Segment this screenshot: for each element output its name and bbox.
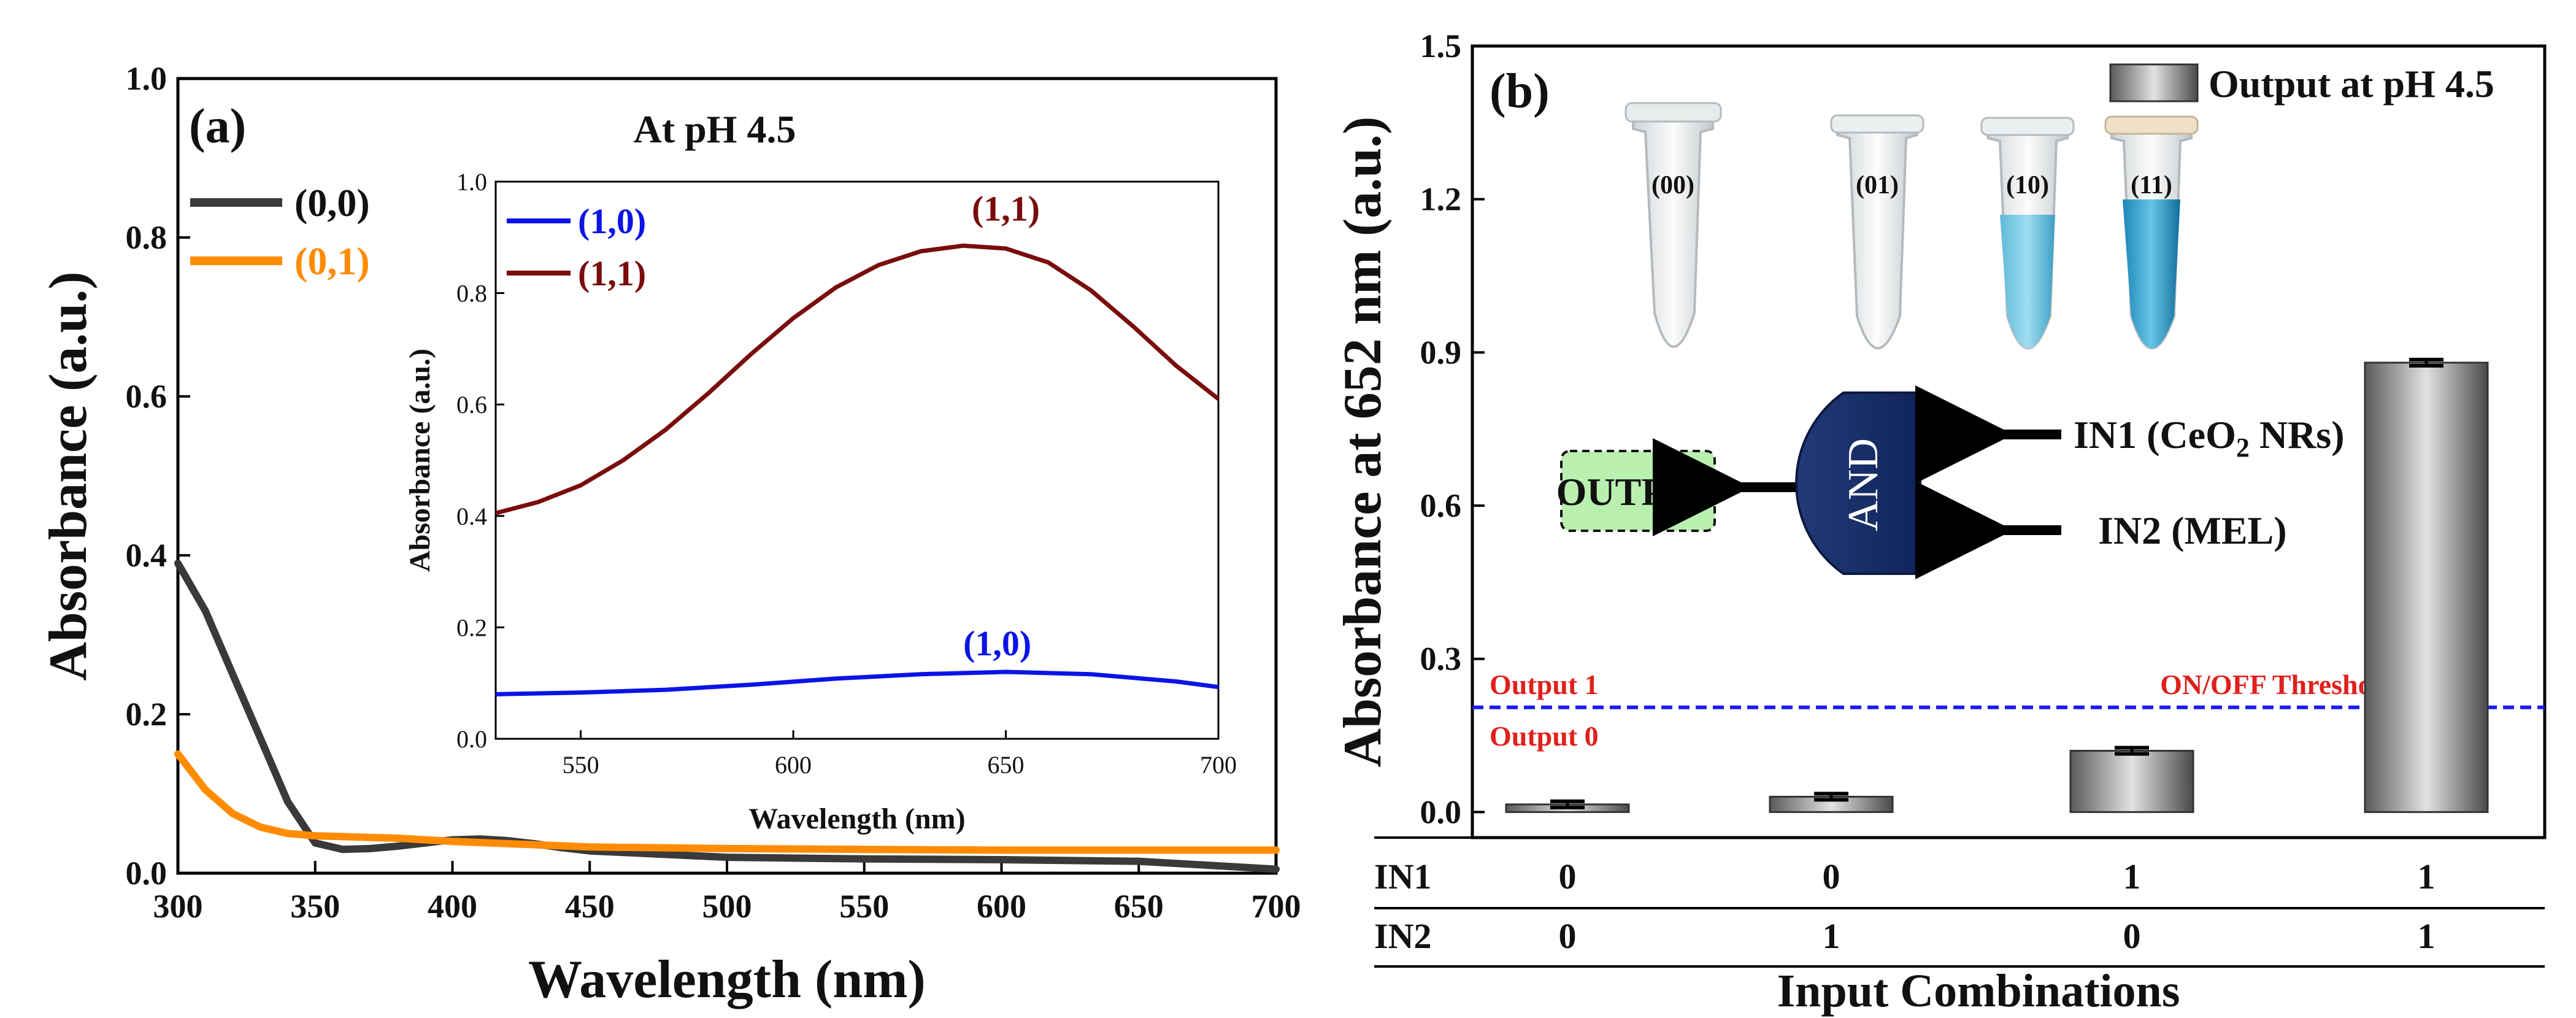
panel-a-series-line-1 [174, 750, 1280, 854]
inset-series-line-1 [495, 243, 1220, 515]
panel-b-y-tick-label: 1.2 [1420, 181, 1462, 218]
panel-b-y-tick-label: 0.6 [1420, 487, 1462, 524]
panel-a-y-tick-label: 0.6 [126, 378, 167, 415]
inset-x-tick-label: 700 [1200, 751, 1237, 779]
panel-a-x-tick-label: 450 [565, 888, 615, 925]
panel-a-series-group [174, 560, 1280, 873]
panel-a-x-tick-label: 600 [977, 888, 1026, 925]
inset-y-tick-label: 0.2 [456, 614, 487, 641]
panel-a-y-tick-label: 0.4 [126, 537, 167, 574]
inset-series-group [495, 243, 1220, 696]
tube-11: (11) [2104, 115, 2199, 350]
inset-y-tick-label: 0.8 [456, 280, 487, 307]
panel-a-y-tick-label: 0.0 [126, 855, 167, 892]
output-label: OUTPUT [1556, 470, 1720, 514]
input-row-value: 0 [1559, 916, 1577, 956]
panel-a-y-axis-title: Absorbance (a.u.) [39, 271, 98, 681]
tube-10: (10) [1980, 117, 2075, 350]
panel-a-x-tick-label: 700 [1251, 888, 1301, 925]
tube-00: (00) [1624, 102, 1722, 348]
threshold-output0-label: Output 0 [1490, 720, 1599, 752]
panel-b-y-ticks: 0.0 0.3 0.6 0.9 1.2 1.5 [1420, 28, 1485, 830]
legend-label-output: Output at pH 4.5 [2209, 62, 2494, 106]
inset-x-tick-label: 600 [775, 751, 812, 779]
legend-label-00: (0,0) [294, 181, 370, 225]
panel-b-y-tick-label: 0.9 [1420, 334, 1462, 371]
bar-3 [2364, 361, 2489, 813]
input-row-label: IN2 [1374, 916, 1431, 956]
panel-a-title: At pH 4.5 [634, 107, 796, 151]
tube-label-00: (00) [1651, 171, 1694, 199]
panel-b-label: (b) [1490, 64, 1550, 118]
inset-y-tick-label: 1.0 [456, 168, 487, 196]
inset-y-tick-label: 0.6 [456, 391, 487, 418]
legend-label-01: (0,1) [294, 239, 370, 283]
panel-a-y-ticks: 0.0 0.2 0.4 0.6 0.8 1.0 [126, 60, 190, 892]
panel-a-label: (a) [189, 99, 246, 153]
inset-y-tick-label: 0.0 [456, 725, 487, 753]
inset-chart: 550 600 650 700 0.0 0.2 0.4 0.6 0.8 1.0 Waveleng… [404, 168, 1237, 835]
inset-x-tick-label: 650 [988, 751, 1025, 779]
panel-a-y-tick-label: 0.8 [126, 219, 167, 256]
legend-swatch-bar [2109, 63, 2199, 102]
input-row-value: 0 [2123, 916, 2141, 956]
tube-label-01: (01) [1856, 171, 1899, 199]
inset-annotation: (1,1) [972, 189, 1040, 229]
panel-a-x-tick-label: 550 [839, 888, 889, 925]
panel-b: 0.0 0.3 0.6 0.9 1.2 1.5 Absorbance at 652 nm … [1333, 28, 2547, 1017]
and-gate [1795, 391, 1921, 575]
inset-series-line-0 [495, 669, 1219, 696]
panel-a-x-ticks: 300 350 400 450 500 550 600 650 700 [153, 861, 1301, 925]
panel-a-x-tick-label: 500 [702, 888, 752, 925]
inset-legend-label-10: (1,0) [578, 201, 646, 241]
panel-b-x-axis-title: Input Combinations [1777, 965, 2180, 1017]
panel-b-y-axis-title: Absorbance at 652 nm (a.u.) [1333, 117, 1393, 768]
inset-y-ticks: 0.0 0.2 0.4 0.6 0.8 1.0 [456, 168, 504, 753]
inset-x-tick-label: 550 [563, 751, 599, 779]
input-row-label: IN1 [1374, 857, 1431, 897]
bar-2 [2069, 750, 2194, 813]
input2-label: IN2 (MEL) [2098, 509, 2287, 552]
input-rows: IN1 0 0 1 1 IN2 0 1 0 1 [1374, 857, 2545, 968]
input-row-value: 1 [2123, 857, 2141, 897]
inset-x-axis-title: Wavelength (nm) [748, 803, 965, 835]
panel-a-x-tick-label: 350 [290, 888, 340, 925]
tube-label-11: (11) [2131, 171, 2172, 199]
panel-a-y-tick-label: 1.0 [126, 60, 167, 97]
inset-legend-label-11: (1,1) [578, 253, 646, 293]
panel-b-y-tick-label: 1.5 [1420, 28, 1462, 64]
inset-y-tick-label: 0.4 [456, 503, 487, 530]
panel-a-x-tick-label: 650 [1114, 888, 1164, 925]
inset-annotations: (1,1) (1,0) [963, 189, 1040, 663]
and-gate-label: AND [1840, 438, 1887, 531]
inset-x-ticks: 550 600 650 700 [563, 730, 1237, 779]
input-row-value: 0 [1559, 857, 1577, 897]
threshold-label: ON/OFF Threshold [2160, 669, 2396, 700]
panel-a-series-line-0 [174, 560, 1280, 873]
threshold-output1-label: Output 1 [1490, 669, 1599, 700]
logic-diagram: OUTPUT AND IN1 (CeO2 NRs) IN2 (MEL) [1556, 385, 2345, 579]
panel-a-x-axis-title: Wavelength (nm) [528, 950, 926, 1009]
tube-photos: (00) (01) (10) (11) [1624, 102, 2199, 350]
inset-frame [494, 180, 1220, 740]
input-row-value: 1 [2418, 916, 2436, 956]
input-row-value: 1 [2418, 857, 2436, 897]
input1-label: IN1 (CeO2 NRs) [2074, 413, 2345, 463]
panel-b-y-tick-label: 0.3 [1420, 641, 1462, 677]
input-row-value: 0 [1823, 857, 1840, 897]
panel-a: 300 350 400 450 500 550 600 650 700 0.0 0.2 0.4 0.6… [39, 60, 1301, 1009]
inset-y-axis-title: Absorbance (a.u.) [404, 349, 436, 572]
panel-a-x-tick-label: 300 [153, 888, 203, 925]
panel-a-y-tick-label: 0.2 [126, 696, 167, 733]
panel-a-x-tick-label: 400 [428, 888, 477, 925]
panel-b-y-tick-label: 0.0 [1420, 793, 1462, 830]
panel-b-bars [1505, 358, 2489, 813]
inset-annotation: (1,0) [963, 623, 1031, 663]
tube-01: (01) [1830, 114, 1924, 350]
threshold-group: Output 1 Output 0 ON/OFF Threshold [1472, 669, 2545, 752]
tube-label-10: (10) [2006, 171, 2049, 199]
input-row-value: 1 [1823, 916, 1840, 956]
